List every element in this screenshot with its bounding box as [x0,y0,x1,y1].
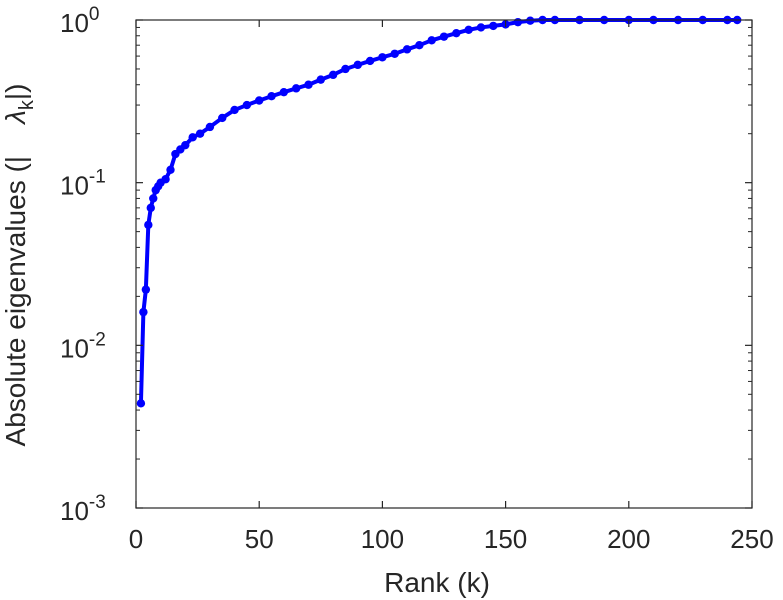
y-axis-title-suffix: |) [0,84,31,101]
data-point [304,80,313,89]
data-point [341,64,350,74]
data-point [149,194,158,203]
x-tick-label: 200 [607,524,650,554]
x-tick-label: 100 [361,524,404,554]
plot-area [136,20,752,508]
data-point [141,285,151,294]
x-tick-label: 150 [484,524,527,554]
data-point [205,122,215,132]
data-point [166,165,175,174]
y-axis-title-subscript: k [16,99,38,110]
data-point [279,87,289,97]
data-point [136,399,146,408]
data-point [526,16,535,25]
axes-layer: 0 50 100 150 200 250 10-3 10-2 10-1 100 [60,4,774,554]
data-point [328,70,338,80]
x-axis-title: Rank (k) [384,567,490,598]
data-point [476,23,486,32]
data-point [230,105,239,115]
axes-box [135,19,753,509]
y-tick-label: 10-3 [60,492,106,526]
y-axis-title-lambda: λ [0,110,31,126]
data-point [489,21,498,31]
data-point [365,56,375,66]
y-tick-label: 100 [60,4,100,38]
data-point [195,129,205,138]
data-point [242,100,252,110]
data-point [415,41,424,50]
data-point [144,220,153,230]
data-point [452,28,461,38]
data-point [291,84,301,93]
data-point [161,175,170,184]
data-point [464,25,473,35]
data-point [402,45,412,54]
x-tick-label: 50 [245,524,274,554]
data-point [218,113,227,123]
data-point [188,133,197,142]
plot-background [136,20,752,508]
y-tick-label: 10-1 [60,167,106,201]
data-point [427,36,436,45]
data-point [139,307,148,317]
y-tick-label: 10-2 [60,329,106,363]
y-axis-title-prefix: Absolute eigenvalues (| [0,156,31,447]
data-point [181,140,190,150]
data-point [316,75,325,84]
data-point [353,60,362,70]
data-point [267,92,276,101]
data-point [378,53,387,62]
data-point [513,17,523,27]
data-point [390,49,399,58]
data-point [255,96,264,105]
x-tick-label: 250 [730,524,773,554]
y-axis-title: Absolute eigenvalues (| λk|) [0,84,38,447]
data-point [146,203,155,213]
x-tick-label: 0 [129,524,143,554]
data-point [439,32,449,41]
